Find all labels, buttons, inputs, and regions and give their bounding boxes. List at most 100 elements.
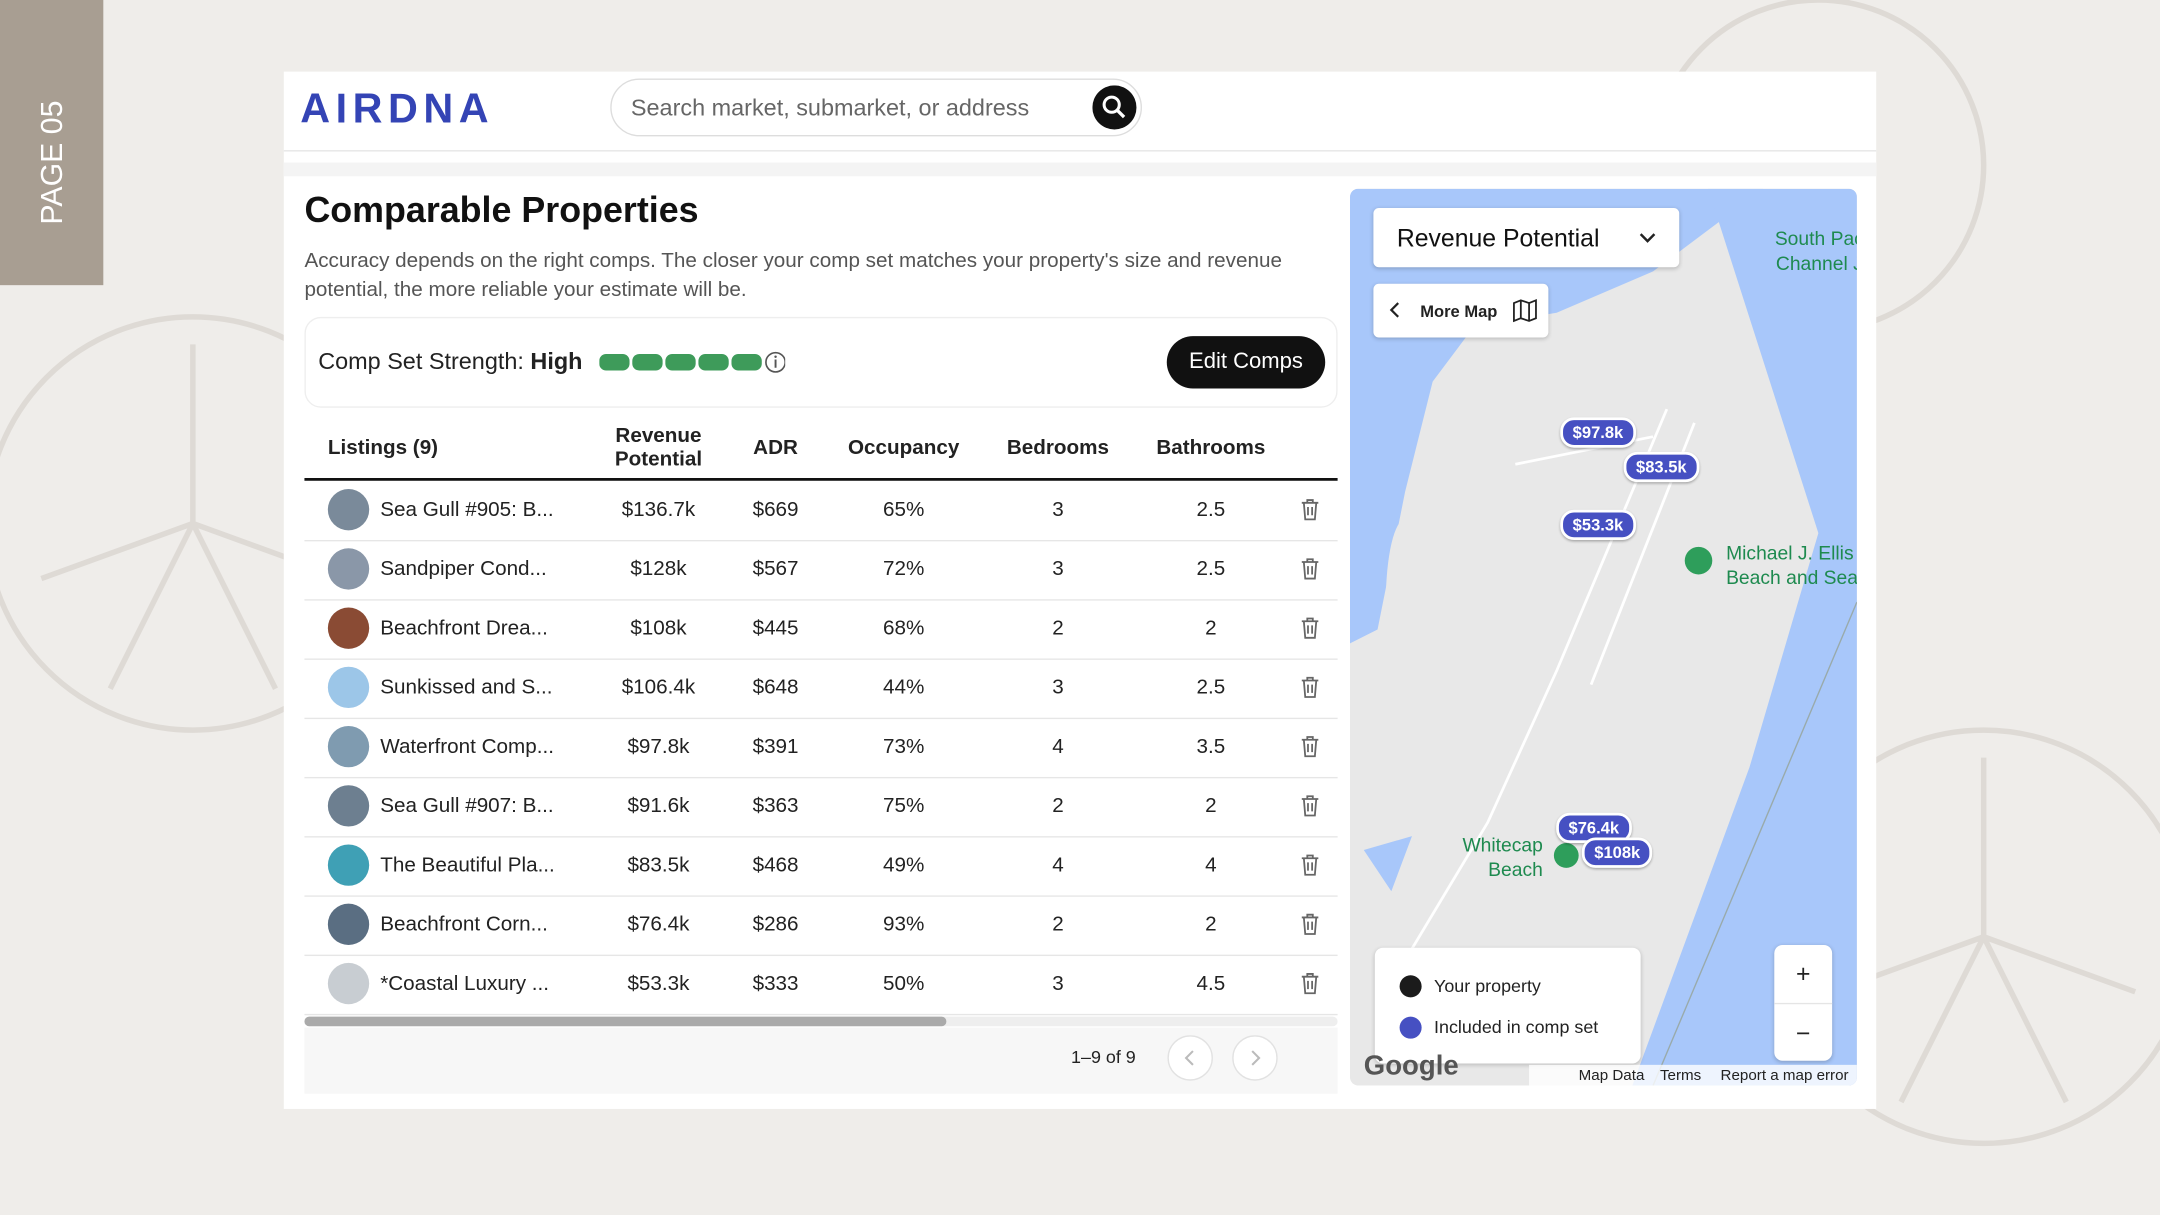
- place-label-line: Beach and Sea: [1726, 566, 1857, 589]
- metric-dropdown[interactable]: Revenue Potential: [1373, 208, 1680, 268]
- listing-thumbnail: [327, 666, 370, 709]
- delete-button[interactable]: [1299, 971, 1321, 996]
- comp-strength-label: Comp Set Strength:: [318, 348, 524, 375]
- table-cell: 2: [1205, 912, 1217, 937]
- price-marker[interactable]: $108k: [1581, 837, 1653, 868]
- table-cell: 2.5: [1196, 675, 1226, 700]
- map-footer-link[interactable]: Map Data: [1578, 1067, 1645, 1085]
- page-label: PAGE 05: [34, 100, 69, 225]
- listing-name[interactable]: Waterfront Comp...: [380, 734, 554, 759]
- delete-button[interactable]: [1299, 734, 1321, 759]
- divider-band: [283, 162, 1877, 177]
- column-header[interactable]: Listings (9): [327, 435, 439, 460]
- legend-dot: [1399, 1016, 1422, 1039]
- table-row[interactable]: [304, 481, 1338, 542]
- column-header[interactable]: ADR: [753, 435, 798, 460]
- table-cell: 75%: [882, 794, 925, 818]
- table-cell: $286: [752, 912, 799, 937]
- listing-name[interactable]: The Beautiful Pla...: [380, 853, 555, 877]
- table-cell: 44%: [882, 675, 925, 700]
- zoom-button[interactable]: −: [1774, 1002, 1833, 1062]
- search-placeholder: Search market, submarket, or address: [630, 95, 1030, 122]
- place-label-line: South Pack: [1774, 227, 1857, 250]
- chevron-left: [1389, 302, 1399, 318]
- table-cell: $468: [752, 853, 799, 877]
- table-cell: $76.4k: [627, 912, 690, 937]
- table-row[interactable]: [304, 599, 1338, 660]
- table-cell: 65%: [882, 497, 925, 522]
- price-marker[interactable]: $97.8k: [1560, 417, 1636, 448]
- listing-thumbnail: [327, 607, 370, 649]
- price-marker[interactable]: $53.3k: [1560, 509, 1636, 540]
- listing-name[interactable]: Sandpiper Cond...: [380, 557, 547, 581]
- section-description: Accuracy depends on the right comps. The…: [304, 249, 1282, 302]
- pagination-buttons[interactable]: [1165, 1033, 1317, 1083]
- column-header[interactable]: Bathrooms: [1156, 435, 1266, 460]
- table-cell: $648: [752, 675, 799, 700]
- delete-button[interactable]: [1299, 497, 1321, 522]
- app-window: AIRDNA Search market, submarket, or addr…: [283, 71, 1877, 1109]
- table-cell: $83.5k: [627, 853, 690, 877]
- table-cell: 3: [1052, 675, 1064, 700]
- listing-name[interactable]: Sea Gull #905: B...: [380, 497, 554, 522]
- listing-thumbnail: [327, 785, 370, 827]
- table-cell: 68%: [882, 616, 925, 640]
- delete-button[interactable]: [1299, 557, 1321, 582]
- listing-name[interactable]: Sunkissed and S...: [380, 675, 553, 700]
- price-marker[interactable]: $83.5k: [1623, 451, 1700, 483]
- listing-name[interactable]: Beachfront Drea...: [380, 616, 548, 640]
- trash-icon: [1301, 617, 1319, 639]
- table-row[interactable]: [304, 955, 1338, 1016]
- table-row[interactable]: [304, 658, 1338, 720]
- logo[interactable]: AIRDNA: [300, 86, 495, 133]
- delete-button[interactable]: [1299, 793, 1321, 818]
- table-cell: $136.7k: [621, 497, 696, 522]
- zoom-button[interactable]: +: [1795, 960, 1811, 988]
- column-header[interactable]: Revenue Potential: [614, 424, 703, 472]
- column-header[interactable]: Bedrooms: [1006, 435, 1110, 460]
- legend-label: Included in comp set: [1434, 1016, 1599, 1038]
- delete-button[interactable]: [1299, 853, 1321, 878]
- table-cell: $391: [752, 734, 799, 759]
- table-cell: 3: [1052, 497, 1064, 522]
- pagination-bar: 1–9 of 9: [304, 1016, 1338, 1094]
- map[interactable]: Revenue Potential More Map Google South …: [1349, 188, 1857, 1086]
- listing-name[interactable]: Sea Gull #907: B...: [380, 794, 554, 818]
- table-cell: $91.6k: [627, 794, 690, 818]
- place-label-line: Whitecap: [1462, 833, 1543, 856]
- map-footer-link[interactable]: Terms: [1659, 1067, 1702, 1085]
- table-cell: 3: [1052, 557, 1064, 581]
- comp-strength-value: High: [530, 348, 583, 375]
- table-row[interactable]: [304, 540, 1338, 601]
- more-map-button[interactable]: More Map: [1373, 283, 1549, 338]
- listing-thumbnail: [327, 725, 370, 768]
- table-cell: $567: [752, 557, 799, 581]
- map-footer-link[interactable]: Report a map error: [1720, 1067, 1849, 1085]
- table-row[interactable]: [304, 836, 1338, 897]
- delete-button[interactable]: [1299, 616, 1321, 641]
- trash-icon: [1301, 973, 1319, 995]
- table-cell: $53.3k: [627, 971, 690, 996]
- more-map-label: More Map: [1420, 301, 1498, 321]
- delete-button[interactable]: [1299, 912, 1321, 937]
- map-footer-bar: [1529, 1064, 1857, 1086]
- column-header[interactable]: Occupancy: [847, 435, 960, 460]
- table-row[interactable]: [304, 895, 1338, 957]
- trash-icon: [1301, 499, 1319, 521]
- table-cell: $363: [752, 794, 799, 818]
- edit-comps-button[interactable]: Edit Comps: [1166, 336, 1326, 389]
- search-button[interactable]: [1092, 85, 1137, 130]
- search-box[interactable]: Search market, submarket, or address: [610, 78, 1142, 137]
- scrollbar-thumb[interactable]: [304, 1016, 947, 1027]
- table-row[interactable]: [304, 718, 1338, 779]
- table-row[interactable]: [304, 777, 1338, 838]
- table-cell: 4: [1052, 734, 1064, 759]
- trash-icon: [1301, 913, 1319, 935]
- listing-name[interactable]: *Coastal Luxury ...: [380, 971, 550, 996]
- listing-thumbnail: [327, 548, 370, 590]
- table-cell: 2.5: [1196, 557, 1226, 581]
- delete-button[interactable]: [1299, 675, 1321, 700]
- listing-name[interactable]: Beachfront Corn...: [380, 912, 548, 937]
